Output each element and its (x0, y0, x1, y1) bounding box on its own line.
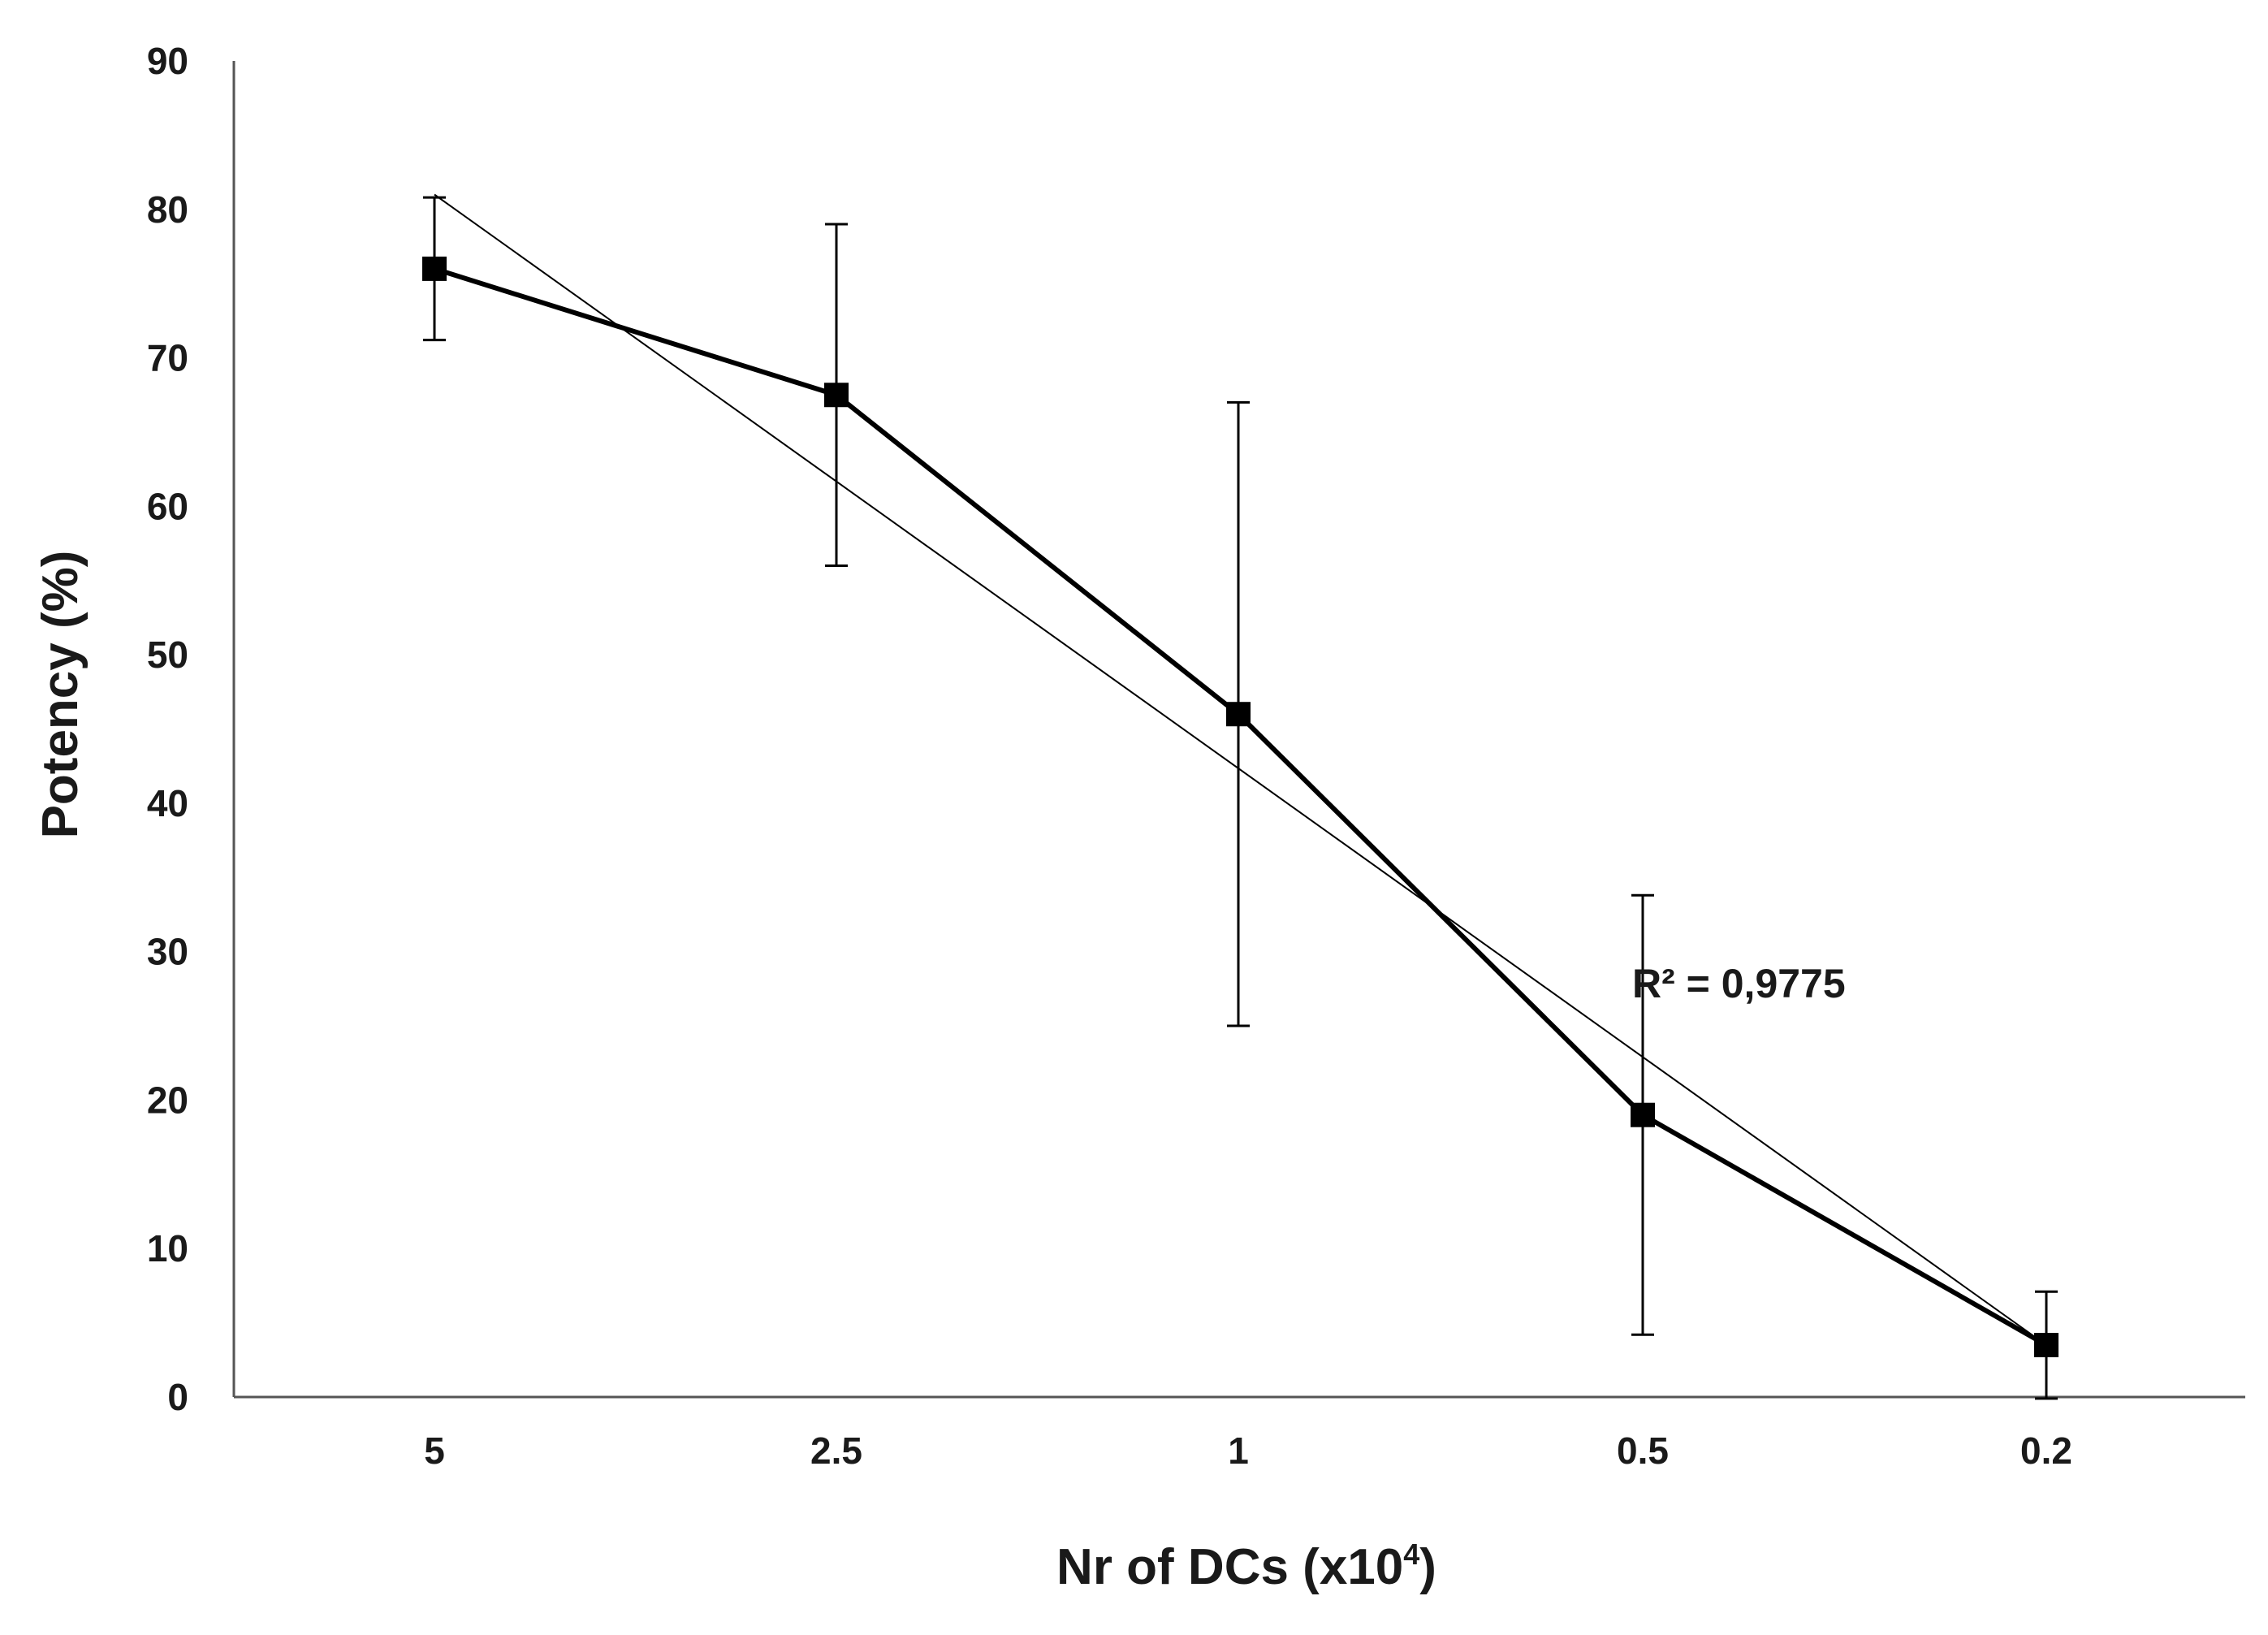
y-tick-label: 70 (147, 337, 188, 379)
x-tick-label: 1 (1228, 1430, 1249, 1472)
trendline-group (434, 193, 2047, 1346)
y-tick-label: 20 (147, 1079, 188, 1121)
y-tick-label: 0 (167, 1376, 188, 1418)
x-axis-title-close: ) (1419, 1539, 1436, 1595)
error-bars (423, 196, 2058, 1400)
markers (422, 256, 2058, 1358)
data-point-marker (422, 256, 447, 281)
y-tick-label: 10 (147, 1227, 188, 1270)
x-axis-title-main: Nr of DCs (x10 (1056, 1539, 1403, 1595)
series-line (434, 266, 2048, 1347)
x-tick-labels: 5 2.5 1 0.5 0.2 (424, 1430, 2072, 1472)
data-point-marker (2034, 1333, 2058, 1358)
y-tick-label: 50 (147, 634, 188, 676)
data-point-marker (824, 383, 849, 408)
y-tick-labels: 0 10 20 30 40 50 60 70 80 90 (147, 40, 188, 1418)
x-tick-label: 0.2 (2020, 1430, 2072, 1472)
y-tick-label: 60 (147, 485, 188, 527)
x-tick-label: 2.5 (810, 1430, 862, 1472)
r-squared-annotation: R² = 0,9775 (1632, 961, 1846, 1006)
y-tick-label: 90 (147, 40, 188, 82)
y-axis-title: Potency (%) (32, 551, 89, 839)
y-tick-label: 80 (147, 188, 188, 231)
x-tick-label: 0.5 (1617, 1430, 1669, 1472)
axes (232, 61, 2245, 1399)
x-tick-label: 5 (424, 1430, 445, 1472)
series-group (434, 266, 2048, 1347)
data-point-marker (1631, 1102, 1655, 1127)
trendline (434, 193, 2047, 1346)
data-point-marker (1226, 702, 1251, 727)
y-tick-label: 30 (147, 931, 188, 973)
x-axis-title: Nr of DCs (x104) (1056, 1538, 1436, 1595)
y-tick-label: 40 (147, 782, 188, 824)
x-axis-title-superscript: 4 (1403, 1538, 1419, 1571)
